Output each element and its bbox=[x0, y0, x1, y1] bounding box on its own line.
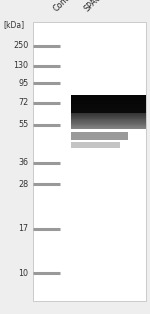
Bar bbox=[70, 109, 146, 110]
Bar bbox=[70, 106, 146, 107]
Text: [kDa]: [kDa] bbox=[3, 20, 24, 30]
Text: 10: 10 bbox=[18, 269, 28, 278]
Bar bbox=[70, 112, 146, 113]
Bar bbox=[70, 108, 146, 109]
Bar bbox=[70, 121, 146, 122]
Bar bbox=[70, 124, 146, 125]
Bar bbox=[70, 132, 128, 140]
Bar bbox=[70, 98, 146, 99]
Text: 130: 130 bbox=[14, 62, 28, 70]
Bar bbox=[33, 22, 146, 301]
Bar bbox=[70, 107, 146, 108]
Text: 28: 28 bbox=[18, 180, 28, 189]
Bar bbox=[70, 117, 146, 118]
Bar bbox=[70, 126, 146, 127]
Bar bbox=[70, 128, 146, 129]
Text: 17: 17 bbox=[18, 224, 28, 233]
Text: 55: 55 bbox=[18, 120, 28, 129]
Bar bbox=[70, 97, 146, 98]
Bar bbox=[70, 111, 146, 112]
Bar bbox=[70, 122, 146, 123]
Bar bbox=[70, 113, 146, 114]
Bar bbox=[70, 118, 146, 119]
Text: 250: 250 bbox=[13, 41, 28, 50]
Bar bbox=[70, 105, 146, 106]
Bar bbox=[70, 116, 146, 117]
Bar bbox=[70, 114, 146, 115]
Bar bbox=[70, 103, 146, 104]
Bar bbox=[70, 124, 146, 125]
Bar bbox=[70, 127, 146, 128]
Bar bbox=[70, 120, 146, 121]
Text: 36: 36 bbox=[18, 158, 28, 167]
Bar bbox=[70, 95, 146, 96]
Bar bbox=[70, 101, 146, 102]
Bar bbox=[70, 119, 146, 120]
Text: Control: Control bbox=[51, 0, 78, 13]
Bar bbox=[70, 104, 146, 105]
Bar bbox=[70, 100, 146, 101]
Bar bbox=[70, 123, 146, 124]
Bar bbox=[70, 96, 146, 97]
Bar bbox=[70, 102, 146, 103]
Text: 72: 72 bbox=[18, 99, 28, 107]
Bar bbox=[70, 115, 146, 116]
Bar bbox=[70, 142, 120, 148]
Bar bbox=[70, 99, 146, 100]
Bar bbox=[70, 125, 146, 126]
Text: 95: 95 bbox=[18, 79, 28, 88]
Bar bbox=[70, 110, 146, 111]
Text: SPACA1: SPACA1 bbox=[83, 0, 111, 13]
